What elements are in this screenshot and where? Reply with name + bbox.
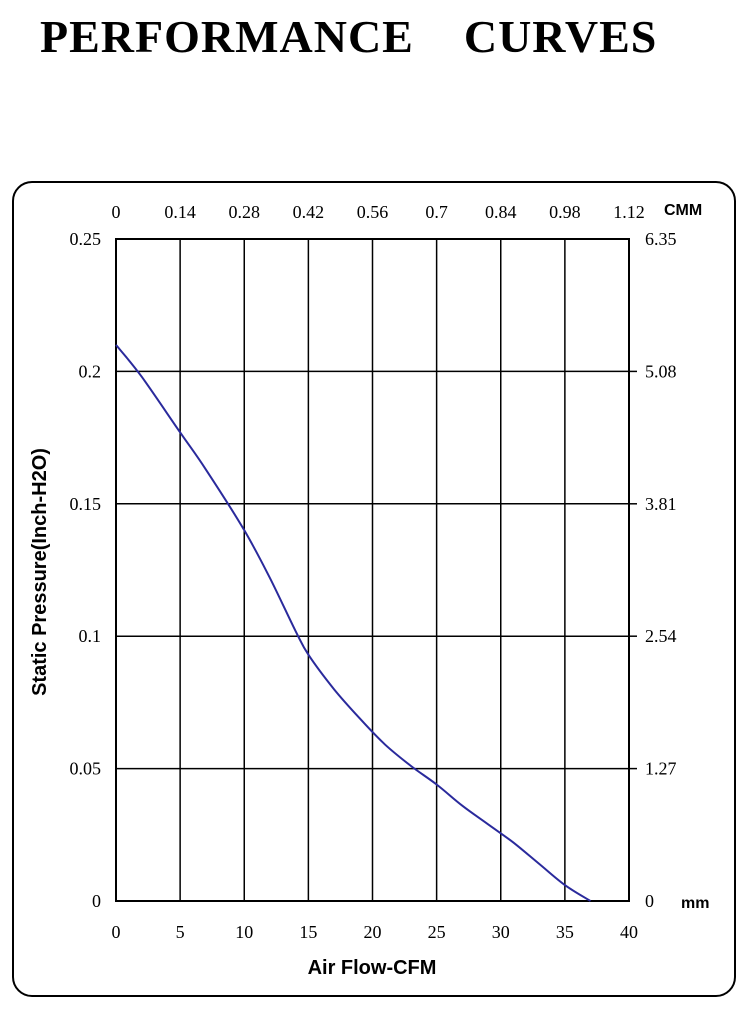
- x-tick-label-top: 1.12: [613, 202, 645, 222]
- x-tick-label-bottom: 5: [176, 922, 185, 942]
- y-tick-label-left: 0.25: [70, 229, 102, 249]
- x-tick-label-top: 0.56: [357, 202, 389, 222]
- x-tick-label-top: 0.84: [485, 202, 517, 222]
- chart-grid: [116, 239, 637, 901]
- y-tick-label-right: 2.54: [645, 626, 677, 646]
- y-tick-label-right: 1.27: [645, 759, 677, 779]
- y-tick-label-left: 0.15: [70, 494, 102, 514]
- x-tick-label-top: 0: [112, 202, 121, 222]
- y-tick-label-left: 0.2: [79, 361, 102, 381]
- y-tick-label-right: 5.08: [645, 361, 677, 381]
- y-ticks-left: 0 0.05 0.1 0.15 0.2 0.25: [70, 229, 102, 911]
- x-tick-label-bottom: 25: [428, 922, 446, 942]
- x-tick-label-bottom: 20: [364, 922, 382, 942]
- page-title: PERFORMANCE CURVES: [40, 11, 658, 62]
- x-tick-label-bottom: 10: [235, 922, 253, 942]
- y-tick-label-left: 0: [92, 891, 101, 911]
- x-tick-label-top: 0.42: [293, 202, 325, 222]
- y-tick-label-right: 3.81: [645, 494, 677, 514]
- y-tick-label-left: 0.1: [79, 626, 102, 646]
- x-tick-label-bottom: 30: [492, 922, 510, 942]
- x-ticks-top: 0 0.14 0.28 0.42 0.56 0.7 0.84 0.98 1.12: [112, 202, 645, 222]
- performance-curve: [115, 344, 592, 902]
- x-tick-label-top: 0.28: [229, 202, 261, 222]
- x-ticks-bottom: 0 5 10 15 20 25 30 35 40: [112, 922, 639, 942]
- y-tick-label-right: 0: [645, 891, 654, 911]
- plot-area-border: [115, 238, 630, 902]
- y-axis-label: Static Pressure(Inch-H2O): [29, 448, 51, 696]
- x-tick-label-top: 0.14: [164, 202, 196, 222]
- x-unit-top: CMM: [664, 202, 702, 219]
- x-tick-label-bottom: 40: [620, 922, 638, 942]
- x-tick-label-bottom: 0: [112, 922, 121, 942]
- y-ticks-right: 0 1.27 2.54 3.81 5.08 6.35: [645, 229, 677, 911]
- x-tick-label-top: 0.7: [425, 202, 448, 222]
- x-tick-label-bottom: 35: [556, 922, 574, 942]
- x-tick-label-bottom: 15: [299, 922, 317, 942]
- x-axis-label: Air Flow-CFM: [308, 957, 437, 979]
- y-tick-label-left: 0.05: [70, 759, 102, 779]
- x-tick-label-top: 0.98: [549, 202, 581, 222]
- y-unit-right: mm: [681, 895, 709, 912]
- chart-frame: [12, 181, 736, 997]
- y-tick-label-right: 6.35: [645, 229, 677, 249]
